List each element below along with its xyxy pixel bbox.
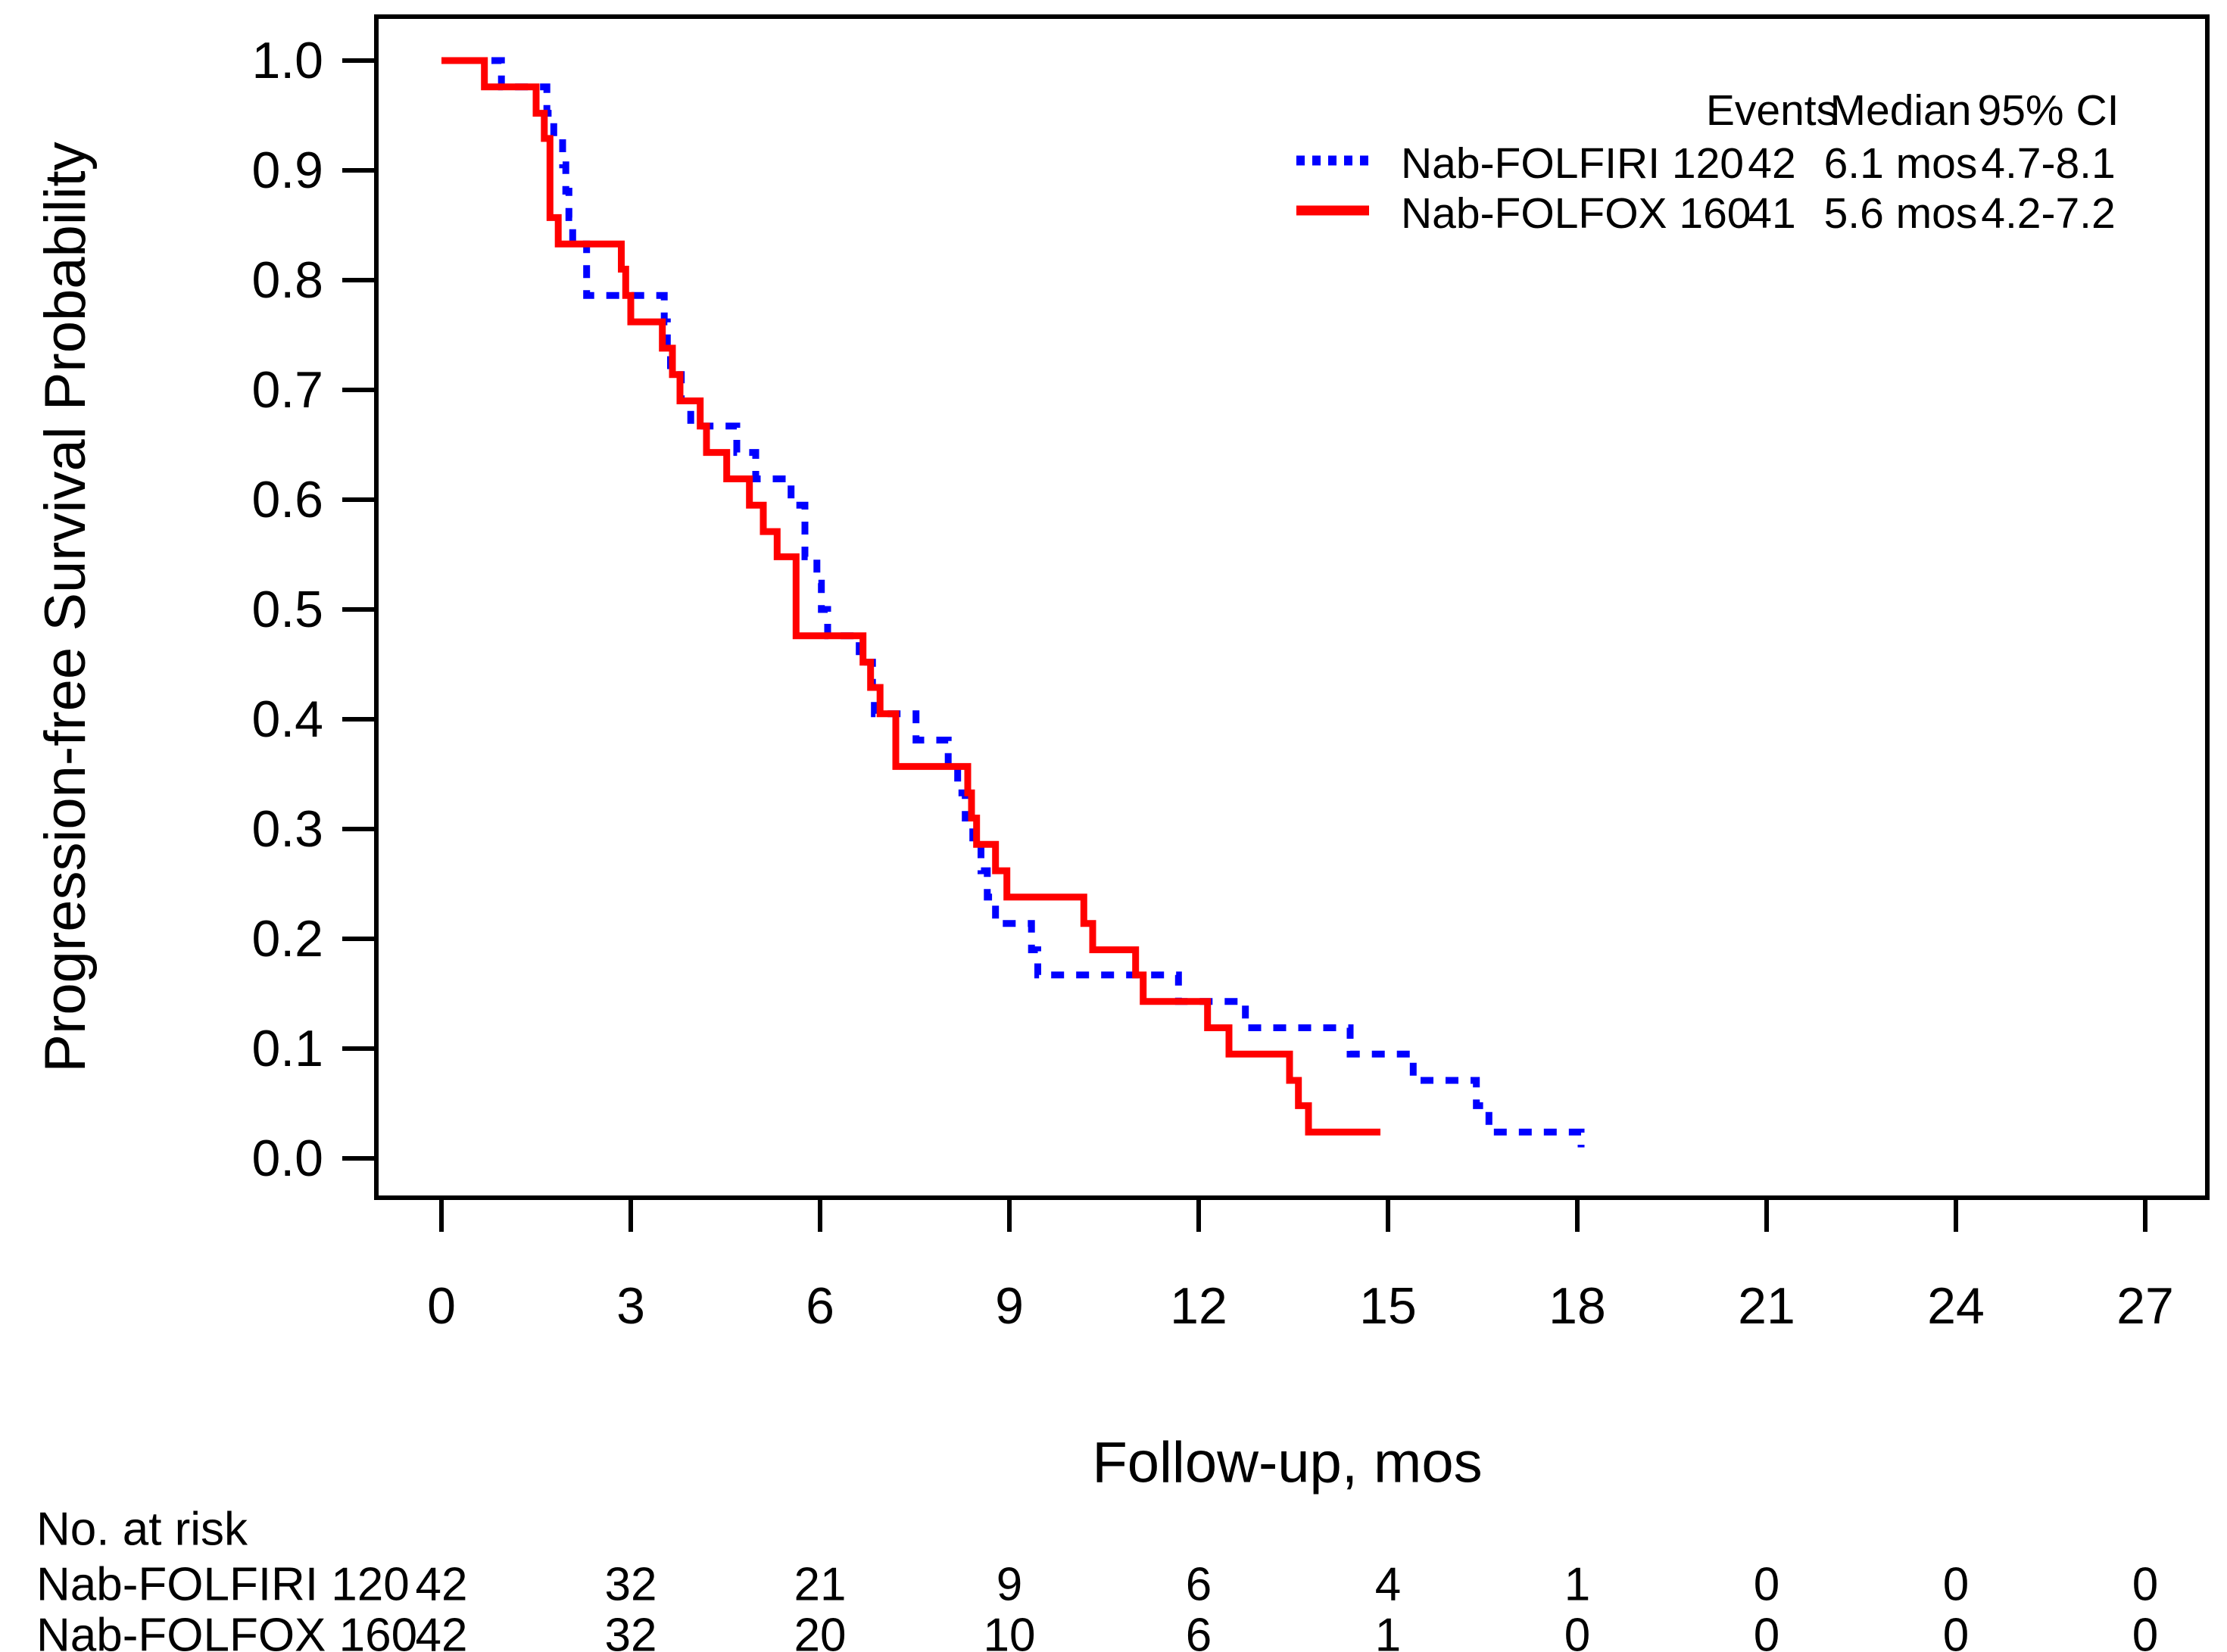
legend-median-folfox: 5.6 mos bbox=[1824, 189, 1978, 238]
risk-count: 0 bbox=[2132, 1559, 2158, 1611]
risk-count: 0 bbox=[1754, 1559, 1779, 1611]
y-tick-label: 0.2 bbox=[251, 910, 323, 968]
risk-count: 0 bbox=[1943, 1559, 1969, 1611]
x-tick-label: 27 bbox=[2116, 1277, 2174, 1335]
y-axis-ticks: 1.0 0.9 0.8 0.7 0.6 0.5 0.4 0.3 0.2 0.1 0.0 bbox=[251, 32, 376, 1187]
risk-table-title: No. at risk bbox=[36, 1504, 248, 1556]
x-axis-ticks: 0 3 6 9 12 15 18 21 24 27 bbox=[427, 1198, 2174, 1335]
risk-count: 0 bbox=[1754, 1610, 1779, 1652]
x-axis-title: Follow-up, mos bbox=[1092, 1431, 1482, 1495]
y-tick-label: 0.7 bbox=[251, 361, 323, 419]
x-tick-label: 24 bbox=[1927, 1277, 1985, 1335]
risk-count: 1 bbox=[1564, 1559, 1590, 1611]
legend-label-folfiri: Nab-FOLFIRI 120 bbox=[1401, 139, 1744, 188]
legend-header-events: Events bbox=[1706, 86, 1838, 135]
risk-count: 1 bbox=[1375, 1610, 1401, 1652]
y-tick-label: 1.0 bbox=[251, 32, 323, 89]
risk-row-label-folfox: Nab-FOLFOX 160 bbox=[36, 1610, 417, 1652]
x-tick-label: 9 bbox=[995, 1277, 1024, 1335]
y-tick-label: 0.3 bbox=[251, 800, 323, 858]
risk-count: 32 bbox=[605, 1610, 657, 1652]
y-tick-label: 0.4 bbox=[251, 690, 323, 748]
y-tick-label: 0.0 bbox=[251, 1130, 323, 1187]
x-tick-label: 3 bbox=[616, 1277, 645, 1335]
y-tick-label: 0.5 bbox=[251, 581, 323, 638]
y-tick-label: 0.1 bbox=[251, 1020, 323, 1077]
survival-curves bbox=[441, 57, 1585, 1148]
y-tick-label: 0.6 bbox=[251, 471, 323, 528]
risk-numbers: 42 32 21 9 6 4 1 0 0 042 32 20 10 6 1 0 0 0 0 bbox=[416, 1559, 2159, 1652]
legend-label-folfox: Nab-FOLFOX 160 bbox=[1401, 189, 1751, 238]
risk-count: 10 bbox=[984, 1610, 1036, 1652]
y-axis-title: Progression-free Survival Probability bbox=[33, 142, 98, 1072]
risk-count: 0 bbox=[2132, 1610, 2158, 1652]
risk-count: 42 bbox=[416, 1610, 468, 1652]
legend-events-folfiri: 42 bbox=[1748, 139, 1795, 188]
risk-count: 21 bbox=[794, 1559, 847, 1611]
x-tick-label: 18 bbox=[1549, 1277, 1606, 1335]
risk-row-label-folfiri: Nab-FOLFIRI 120 bbox=[36, 1559, 410, 1611]
legend-ci-folfiri: 4.7-8.1 bbox=[1981, 139, 2115, 188]
legend-header-median: Median bbox=[1830, 86, 1972, 135]
legend-events-folfox: 41 bbox=[1748, 189, 1795, 238]
x-tick-label: 6 bbox=[806, 1277, 834, 1335]
risk-count: 0 bbox=[1943, 1610, 1969, 1652]
legend-median-folfiri: 6.1 mos bbox=[1824, 139, 1978, 188]
risk-count: 4 bbox=[1375, 1559, 1401, 1611]
legend-row-folfox: Nab-FOLFOX 160 41 5.6 mos 4.2-7.2 bbox=[1296, 189, 2116, 238]
legend-row-folfiri: Nab-FOLFIRI 120 42 6.1 mos 4.7-8.1 bbox=[1296, 139, 2116, 188]
legend: Events Median 95% CI Nab-FOLFIRI 120 42 … bbox=[1296, 86, 2119, 238]
x-tick-label: 15 bbox=[1359, 1277, 1417, 1335]
risk-count: 20 bbox=[794, 1610, 847, 1652]
risk-count: 42 bbox=[416, 1559, 468, 1611]
risk-count: 6 bbox=[1186, 1559, 1212, 1611]
y-tick-label: 0.8 bbox=[251, 251, 323, 309]
x-tick-label: 21 bbox=[1738, 1277, 1795, 1335]
y-tick-label: 0.9 bbox=[251, 142, 323, 199]
km-curve-folfox bbox=[441, 57, 1380, 1136]
risk-table: No. at risk Nab-FOLFIRI 120 Nab-FOLFOX 1… bbox=[36, 1504, 2158, 1652]
legend-ci-folfox: 4.2-7.2 bbox=[1981, 189, 2115, 238]
x-tick-label: 0 bbox=[427, 1277, 456, 1335]
risk-count: 6 bbox=[1186, 1610, 1212, 1652]
x-tick-label: 12 bbox=[1170, 1277, 1227, 1335]
risk-count: 9 bbox=[997, 1559, 1022, 1611]
risk-count: 0 bbox=[1564, 1610, 1590, 1652]
legend-header-ci: 95% CI bbox=[1978, 86, 2119, 135]
risk-count: 32 bbox=[605, 1559, 657, 1611]
